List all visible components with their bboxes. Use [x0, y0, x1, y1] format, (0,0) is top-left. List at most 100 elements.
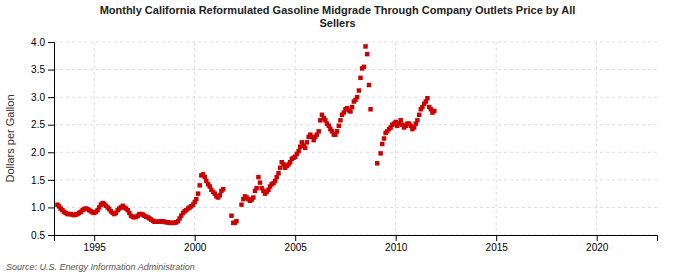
x-tick: 1995 — [84, 235, 107, 253]
point — [357, 88, 361, 92]
y-tick-label: 2.5 — [31, 119, 45, 130]
point — [218, 193, 222, 197]
y-tick-label: 4.0 — [31, 37, 45, 48]
y-tick-mark — [48, 207, 54, 208]
y-tick-label: 0.5 — [31, 230, 45, 241]
y-tick-label: 3.5 — [31, 64, 45, 75]
point — [338, 118, 342, 122]
annotation: Source: U.S. Energy Information Administ… — [6, 262, 195, 272]
point — [229, 213, 233, 217]
x-tick-label: 2010 — [385, 242, 408, 253]
point — [305, 140, 309, 144]
y-tick: 1.5 — [31, 175, 54, 186]
point — [398, 118, 402, 122]
y-grid-line — [54, 124, 657, 125]
x-axis: 1995 2000 2005 2010 2015 2020 — [55, 235, 658, 253]
x-tick: 2020 — [586, 235, 609, 253]
point — [203, 175, 207, 179]
x-tick: 2005 — [285, 235, 308, 253]
point — [415, 118, 419, 122]
y-tick: 3.5 — [31, 64, 54, 75]
point — [221, 187, 225, 191]
x-tick-label: 1995 — [84, 242, 107, 253]
point — [367, 83, 371, 87]
point — [412, 125, 416, 129]
point — [337, 124, 341, 128]
x-tick-label: 2005 — [285, 242, 308, 253]
y-tick-label: 1.5 — [31, 175, 45, 186]
x-tick: 2015 — [486, 235, 509, 253]
point — [417, 113, 421, 117]
x-tick-mark — [94, 235, 95, 241]
y-axis-line — [48, 43, 55, 236]
point — [197, 183, 201, 187]
y-tick: 2.0 — [31, 147, 54, 158]
point — [348, 109, 352, 113]
y-tick: 2.5 — [31, 119, 54, 130]
point — [365, 52, 369, 56]
y-tick: 0.5 — [31, 230, 54, 241]
x-tick-mark — [496, 235, 497, 241]
plot-area: 1995 2000 2005 2010 2015 2020 0.5 1.0 1.5 2.0 2.5 3… — [31, 37, 657, 253]
chart: 1995 2000 2005 2010 2015 2020 0.5 1.0 1.5 2.0 2.5 3… — [0, 0, 675, 275]
y-tick-mark — [48, 70, 54, 71]
x-grid-line — [496, 42, 497, 235]
point — [363, 44, 367, 48]
point — [276, 171, 280, 175]
y-axis-title: Dollars per Gallon — [4, 94, 16, 182]
grid — [54, 42, 657, 235]
points — [55, 44, 436, 225]
y-tick-mark — [48, 125, 54, 126]
y-axis: 0.5 1.0 1.5 2.0 2.5 3.0 3.5 4.0 — [31, 37, 54, 241]
title-line: Sellers — [319, 17, 355, 29]
point — [251, 195, 255, 199]
point — [239, 202, 243, 206]
point — [362, 65, 366, 69]
x-grid-line — [295, 42, 296, 235]
title: Monthly California Reformulated Gasoline… — [100, 4, 576, 29]
point — [273, 179, 277, 183]
point — [375, 161, 379, 165]
x-tick-mark — [597, 235, 598, 241]
point — [254, 186, 258, 190]
y-grid-line — [54, 152, 657, 153]
point — [358, 76, 362, 80]
x-tick-label: 2020 — [586, 242, 609, 253]
point — [296, 149, 300, 153]
point — [432, 109, 436, 113]
point — [274, 175, 278, 179]
x-tick-mark — [396, 235, 397, 241]
x-axis-line — [55, 236, 658, 242]
y-tick-mark — [48, 152, 54, 153]
point — [335, 129, 339, 133]
x-grid-line — [395, 42, 396, 235]
y-tick: 3.0 — [31, 92, 54, 103]
point — [196, 191, 200, 195]
y-tick: 1.0 — [31, 202, 54, 213]
x-tick-label: 2000 — [184, 242, 207, 253]
point — [194, 197, 198, 201]
y-tick: 4.0 — [31, 37, 54, 48]
y-grid-line — [54, 179, 657, 180]
x-tick: 2000 — [184, 235, 207, 253]
x-tick-label: 2015 — [486, 242, 509, 253]
point — [355, 95, 359, 99]
point — [380, 142, 384, 146]
point — [316, 129, 320, 133]
point — [382, 136, 386, 140]
point — [378, 151, 382, 155]
point — [256, 175, 260, 179]
point — [350, 105, 354, 109]
point — [234, 219, 238, 223]
x-grid-line — [94, 42, 95, 235]
y-tick-mark — [48, 42, 54, 43]
point — [368, 107, 372, 111]
point — [303, 146, 307, 150]
x-tick-mark — [295, 235, 296, 241]
y-tick-label: 1.0 — [31, 202, 45, 213]
x-grid-line — [596, 42, 597, 235]
x-tick-mark — [195, 235, 196, 241]
y-tick-mark — [48, 97, 54, 98]
y-tick-label: 2.0 — [31, 147, 45, 158]
y-tick-mark — [48, 180, 54, 181]
